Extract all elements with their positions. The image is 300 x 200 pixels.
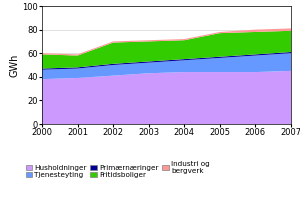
Legend: Husholdninger, Tjenesteyting, Primærnæringer, Fritidsboliger, Industri og
bergve: Husholdninger, Tjenesteyting, Primærnæri… [26, 161, 210, 178]
Y-axis label: GWh: GWh [9, 53, 19, 77]
